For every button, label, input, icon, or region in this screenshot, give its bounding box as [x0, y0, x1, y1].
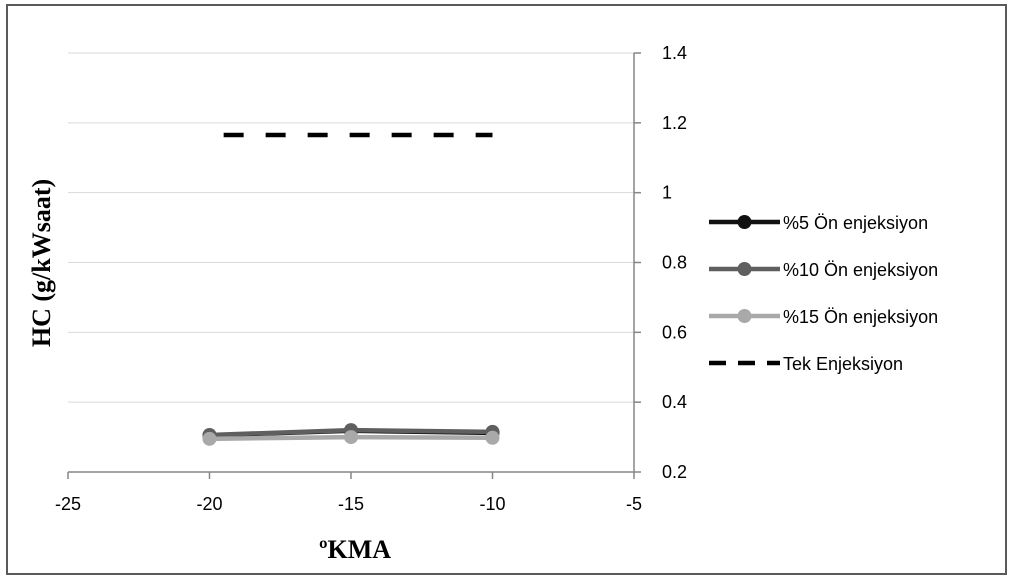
y-tick-label: 1.2: [662, 113, 687, 133]
data-point: [485, 430, 500, 445]
legend-marker: [737, 262, 752, 276]
data-point: [344, 430, 358, 445]
x-axis-title: ºKMA: [319, 535, 391, 564]
legend-label-3: %15 Ön enjeksiyon: [783, 307, 938, 327]
legend: %5 Ön enjeksiyon %10 Ön enjeksiyon %15 Ön …: [709, 213, 938, 374]
y-tick-label: 0.6: [662, 322, 687, 342]
x-tick-label: -20: [196, 494, 222, 514]
x-tick-label: -25: [55, 494, 81, 514]
legend-label-1: %5 Ön enjeksiyon: [783, 213, 928, 233]
y-tick-label: 0.2: [662, 462, 687, 482]
x-tick-label: -10: [479, 494, 505, 514]
legend-label-4: Tek Enjeksiyon: [783, 354, 903, 374]
x-tick-label: -5: [626, 494, 642, 514]
axes: -25 -20 -15 -10 -5 0.2 0.4 0.6 0.8 1 1.2 1.4: [55, 43, 687, 514]
y-axis-title: HC (g/kWsaat): [27, 179, 56, 347]
legend-label-2: %10 Ön enjeksiyon: [783, 260, 938, 280]
chart-frame: [6, 4, 1007, 575]
x-tick-label: -15: [338, 494, 364, 514]
legend-marker: [737, 215, 752, 229]
gridlines: [68, 52, 634, 403]
legend-marker: [737, 309, 752, 323]
data-point: [202, 431, 217, 446]
y-tick-label: 0.4: [662, 392, 687, 412]
y-tick-label: 1.4: [662, 43, 687, 63]
series-lines: [202, 132, 500, 446]
y-tick-label: 0.8: [662, 253, 687, 273]
y-tick-label: 1: [662, 183, 672, 203]
